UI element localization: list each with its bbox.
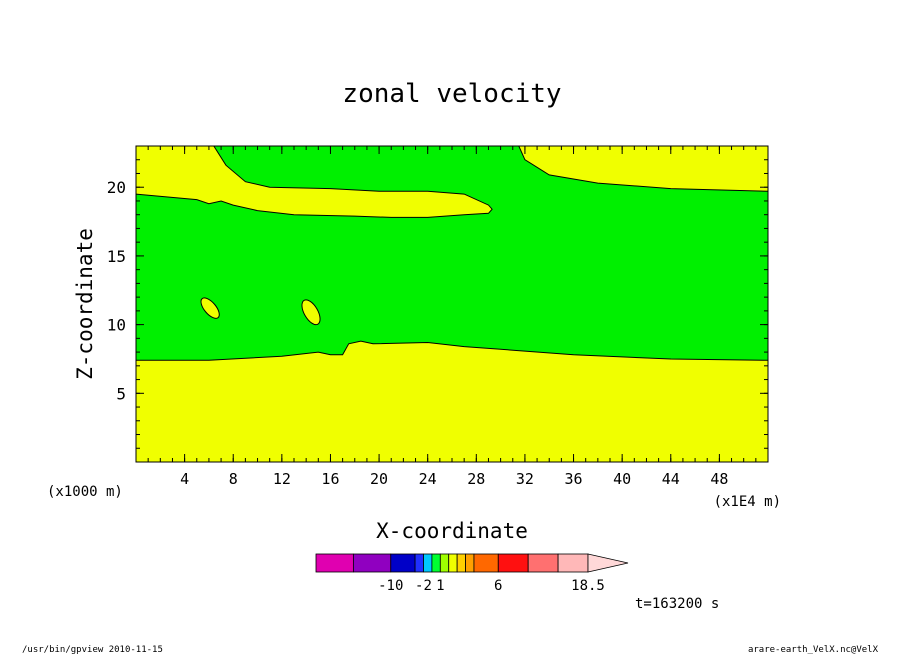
colorbar-label: -10 — [378, 578, 403, 594]
colorbar-label: 6 — [494, 578, 502, 594]
colorbar-arrow — [587, 553, 629, 573]
x-axis-ticks: 4 8 12 16 20 24 28 32 36 40 44 48 — [180, 146, 728, 488]
x-tick-label: 36 — [565, 470, 583, 488]
time-label: t=163200 s — [635, 596, 719, 612]
y-tick-label: 20 — [107, 178, 126, 197]
colorbar-segment — [423, 553, 433, 573]
footer-left: /usr/bin/gpview 2010-11-15 — [22, 645, 163, 654]
colorbar-segment — [448, 553, 458, 573]
small-contour-cells — [200, 297, 321, 326]
y-tick-label: 10 — [107, 316, 126, 335]
x-tick-label: 12 — [273, 470, 291, 488]
colorbar-segment — [527, 553, 559, 573]
x-axis-label: X-coordinate — [376, 519, 528, 543]
colorbar-segment — [473, 553, 499, 573]
x-unit-right: (x1E4 m) — [714, 494, 781, 510]
x-unit-left: (x1000 m) — [47, 484, 123, 500]
contour-lines — [136, 146, 768, 361]
colorbar-segment — [431, 553, 441, 573]
x-tick-label: 16 — [321, 470, 339, 488]
footer-right: arare-earth_VelX.nc@VelX — [748, 645, 879, 654]
plot-area — [136, 146, 768, 462]
contour-cell — [200, 297, 220, 319]
colorbar-segment — [390, 553, 416, 573]
x-tick-label: 24 — [419, 470, 437, 488]
contour-line — [136, 146, 493, 218]
colorbar-segment — [557, 553, 589, 573]
colorbar-label: 18.5 — [571, 578, 605, 594]
x-tick-label: 28 — [467, 470, 485, 488]
chart-title: zonal velocity — [342, 79, 561, 109]
colorbar-label: 1 — [436, 578, 444, 594]
colorbar-segment — [315, 553, 354, 573]
x-tick-label: 20 — [370, 470, 388, 488]
x-tick-label: 44 — [662, 470, 680, 488]
colorbar-labels: -10 -2 1 6 18.5 — [378, 578, 605, 594]
y-axis-ticks: 5 10 15 20 — [107, 178, 768, 403]
x-tick-label: 8 — [229, 470, 238, 488]
colorbar — [315, 553, 629, 573]
x-tick-label: 48 — [710, 470, 728, 488]
y-axis-label: Z-coordinate — [73, 228, 97, 380]
x-tick-label: 40 — [613, 470, 631, 488]
colorbar-segment — [439, 553, 450, 573]
colorbar-segment — [352, 553, 392, 573]
colorbar-segment — [497, 553, 529, 573]
contour-line — [136, 340, 768, 361]
colorbar-segment — [414, 553, 424, 573]
y-tick-label: 15 — [107, 247, 126, 266]
x-tick-label: 4 — [180, 470, 189, 488]
x-tick-label: 32 — [516, 470, 534, 488]
y-tick-label: 5 — [116, 384, 126, 403]
contour-line — [518, 146, 768, 192]
colorbar-label: -2 — [415, 578, 432, 594]
contour-cell — [301, 299, 321, 326]
colorbar-segment — [456, 553, 466, 573]
colorbar-segment — [465, 553, 475, 573]
